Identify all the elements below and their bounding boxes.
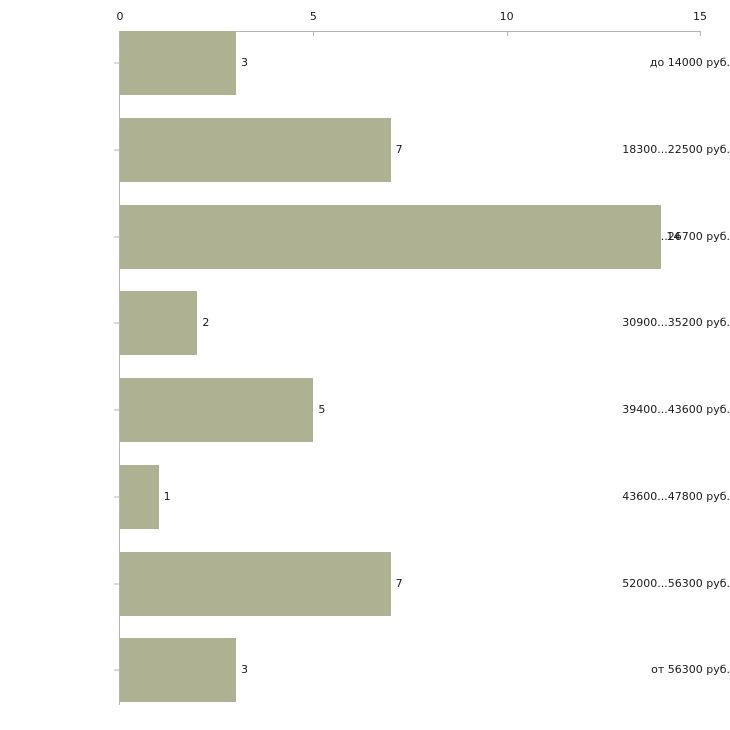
bar [120,551,391,616]
y-axis-category-label: 43600...47800 руб. [622,489,730,503]
bar-value-label: 3 [241,663,248,677]
y-axis-category-label: до 14000 руб. [649,56,730,69]
y-axis-category-label: 39400...43600 руб. [622,403,730,416]
y-axis-tick [114,409,119,411]
y-axis-tick [114,496,119,498]
y-axis-tick [114,669,119,671]
y-axis-tick [114,62,119,64]
y-axis-line [119,31,120,705]
bar-value-label: 3 [241,56,248,69]
bar [120,638,236,703]
bar [120,378,314,442]
y-axis-tick [114,583,119,584]
y-axis-tick [114,322,119,324]
bar [120,291,198,356]
x-axis-tick-label: 0 [116,10,124,23]
x-axis-tick-label: 5 [309,10,317,23]
bar [120,117,391,182]
bar-value-label: 5 [318,403,326,416]
y-axis-tick [114,149,119,151]
x-axis-tick [506,31,508,36]
y-axis-category-label: 52000...56300 руб. [622,576,730,590]
x-axis-tick-label: 15 [693,10,707,23]
bar-value-label: 2 [202,316,210,330]
y-axis-category-label: от 56300 руб. [651,663,730,677]
bar-value-label: 7 [395,142,403,156]
bar-value-label: 14 [666,229,681,243]
x-axis-tick-label: 10 [499,10,514,23]
x-axis-line [120,31,701,32]
y-axis-category-label: 30900...35200 руб. [622,316,730,330]
bar-value-label: 7 [395,576,403,590]
bar [120,464,159,529]
bar-value-label: 1 [163,489,171,503]
bar [120,204,662,269]
x-axis-tick [313,31,315,36]
x-axis-tick [700,31,701,36]
y-axis-category-label: 18300...22500 руб. [622,142,730,156]
bar [120,31,236,95]
y-axis-tick [114,236,119,237]
